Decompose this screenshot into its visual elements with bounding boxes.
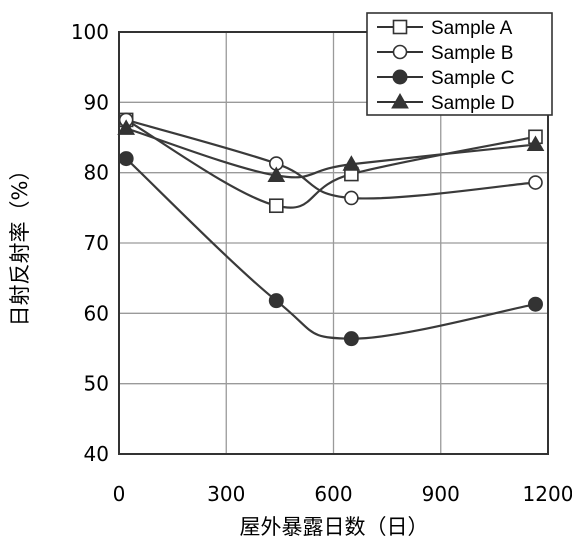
legend-entry: Sample C	[377, 68, 514, 89]
data-point	[117, 119, 136, 135]
x-axis-title: 屋外暴露日数（日）	[240, 515, 429, 539]
x-tick-label: 1200	[523, 482, 572, 506]
data-point	[528, 175, 543, 190]
legend-marker	[392, 44, 408, 60]
legend-marker	[392, 19, 408, 35]
x-tick-label: 600	[314, 482, 352, 506]
y-tick-label: 70	[84, 231, 109, 255]
y-tick-label: 60	[84, 301, 109, 325]
plot-frame	[118, 31, 549, 455]
legend-label: Sample A	[431, 18, 513, 39]
x-tick-label: 300	[207, 482, 245, 506]
series-group	[117, 112, 545, 347]
series-line	[125, 157, 536, 340]
tick-labels: 40 50 60 70 80 90 100 0 300 600 900 1200	[71, 20, 572, 506]
data-point	[527, 296, 543, 312]
data-point	[526, 135, 545, 152]
series-sample-a	[118, 112, 543, 214]
x-tick-label: 0	[113, 482, 126, 506]
data-point	[118, 151, 134, 167]
x-tick-label: 900	[422, 482, 460, 506]
legend-entry: Sample D	[377, 92, 514, 114]
y-tick-label: 40	[84, 442, 109, 466]
data-point	[344, 190, 359, 206]
grid	[119, 32, 548, 454]
legend-label: Sample C	[431, 68, 514, 89]
data-point	[267, 166, 286, 182]
data-point	[268, 198, 284, 214]
legend: Sample A Sample B Sample C Sample D	[366, 12, 553, 116]
legend-label: Sample D	[431, 93, 514, 114]
series-line	[125, 118, 536, 200]
legend-entry: Sample A	[377, 18, 513, 39]
series-sample-d	[117, 119, 545, 182]
series-sample-b	[118, 112, 543, 206]
data-point	[343, 331, 359, 347]
y-tick-label: 50	[84, 372, 109, 396]
y-tick-label: 100	[71, 20, 109, 44]
data-point	[342, 155, 361, 171]
y-axis-title: 日射反射率（%）	[8, 160, 32, 327]
data-point	[268, 293, 284, 309]
legend-marker	[391, 92, 409, 109]
legend-marker	[392, 69, 408, 85]
legend-entry: Sample B	[377, 43, 513, 64]
y-tick-label: 80	[84, 161, 109, 185]
series-line	[125, 127, 536, 179]
series-sample-c	[118, 151, 543, 347]
y-tick-label: 90	[84, 90, 109, 114]
legend-label: Sample B	[431, 43, 513, 64]
